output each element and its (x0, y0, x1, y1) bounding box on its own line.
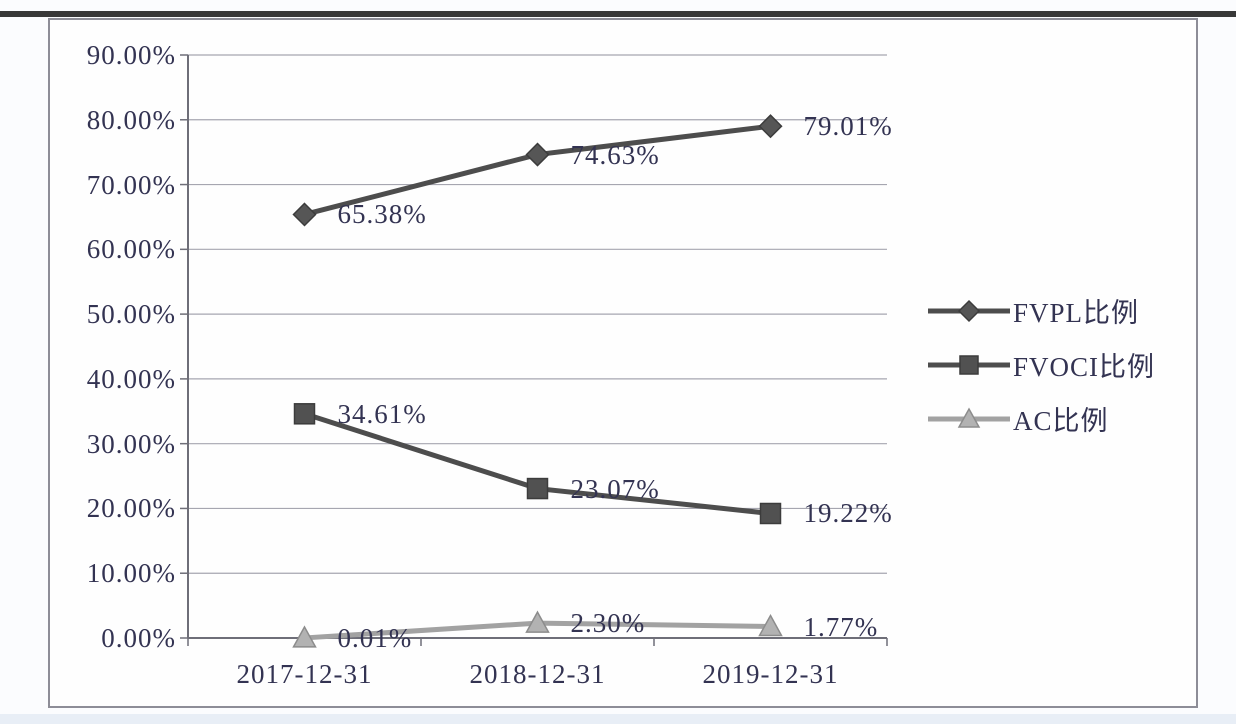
y-axis-tick-label: 30.00% (86, 428, 176, 459)
y-axis-tick-label: 90.00% (86, 40, 176, 70)
square-marker-icon (959, 354, 979, 375)
data-label: 1.77% (803, 611, 879, 642)
y-axis-tick-label: 20.00% (86, 493, 176, 524)
data-label: 74.63% (570, 139, 660, 170)
y-axis-tick-label: 80.00% (86, 104, 176, 135)
legend-item-ac: AC比例 (928, 395, 1155, 442)
scan-edge-top (0, 11, 1236, 17)
data-label: 34.61% (337, 398, 427, 429)
x-axis-tick-label: 2017-12-31 (236, 659, 373, 689)
x-axis-tick-label: 2019-12-31 (702, 659, 839, 689)
legend-label: AC比例 (1013, 406, 1109, 436)
data-label: 2.30% (570, 608, 646, 639)
data-label: 23.07% (570, 473, 660, 504)
data-label: 65.38% (337, 199, 427, 230)
legend-item-fvoci: FVOCI比例 (928, 341, 1155, 388)
x-axis-tick-label: 2018-12-31 (469, 659, 606, 689)
y-axis-tick-label: 60.00% (86, 234, 176, 265)
chart-legend: FVPL比例 FVOCI比例 AC比例 (928, 287, 1155, 442)
legend-label: FVPL比例 (1013, 298, 1140, 328)
data-label: 0.01% (337, 622, 413, 653)
scan-edge-bottom (0, 714, 1236, 724)
triangle-line-icon (928, 406, 1010, 432)
triangle-marker-icon (957, 406, 981, 428)
legend-item-fvpl: FVPL比例 (928, 287, 1155, 334)
square-line-icon (928, 352, 1010, 378)
y-axis-tick-label: 50.00% (86, 299, 176, 330)
y-axis-tick-label: 70.00% (86, 169, 176, 200)
diamond-line-icon (928, 298, 1010, 324)
diamond-marker-icon (957, 299, 981, 322)
y-axis-tick-label: 40.00% (86, 363, 176, 394)
legend-label: FVOCI比例 (1013, 352, 1156, 382)
data-label: 79.01% (803, 111, 893, 142)
y-axis-tick-label: 10.00% (86, 558, 176, 589)
data-label: 19.22% (803, 498, 893, 529)
y-axis-tick-label: 0.00% (101, 623, 176, 653)
